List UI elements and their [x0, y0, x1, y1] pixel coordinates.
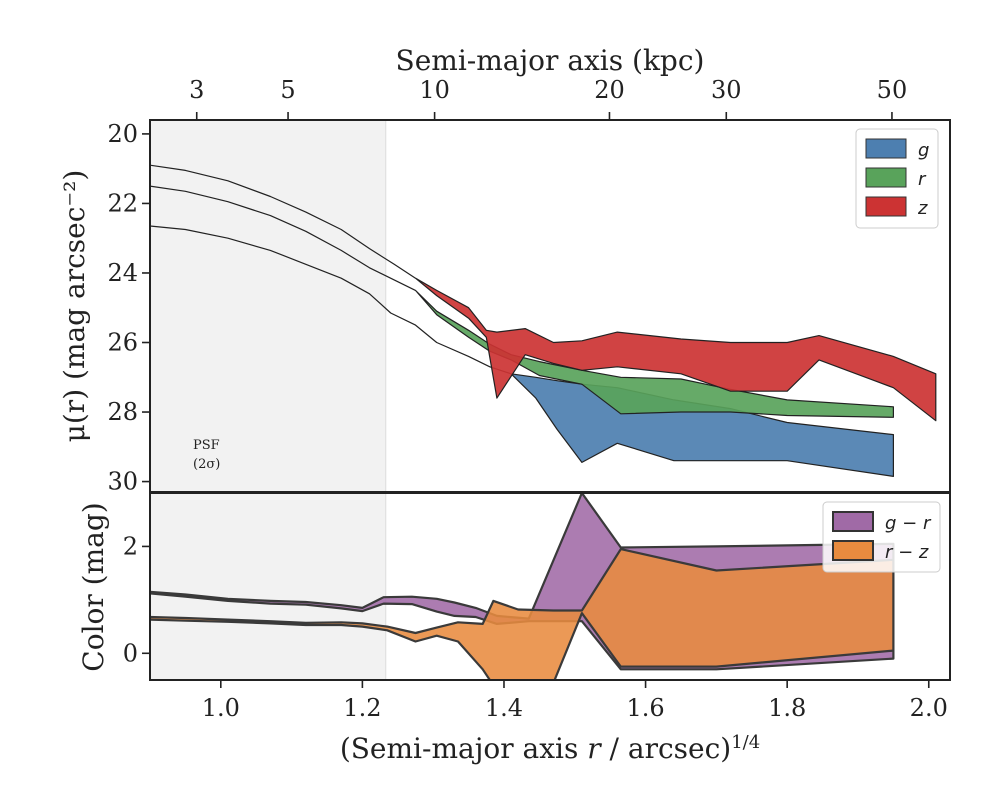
bottom-ytick-label-1: 2	[123, 532, 138, 560]
bottom-legend: g − r r − z	[822, 501, 941, 573]
bottom-xtick-label-4: 1.8	[768, 694, 806, 722]
psf-label-line2: (2σ)	[193, 457, 220, 472]
top-legend: grz	[855, 128, 939, 229]
kpc-tick-label-4: 30	[711, 76, 742, 104]
kpc-tick-label-3: 20	[594, 76, 625, 104]
psf-shaded-region	[149, 119, 387, 493]
top-ytick-label-2: 24	[107, 259, 138, 287]
bot-legend-label-0: g − r	[885, 513, 932, 534]
kpc-tick-label-0: 3	[189, 76, 204, 104]
kpc-tick-label-1: 5	[280, 76, 295, 104]
top-series-areas	[150, 164, 937, 477]
top-legend-label-0: g	[918, 140, 929, 161]
top-ytick-label-4: 28	[107, 398, 138, 426]
bottom-x-axis: 1.0 1.2 1.4 1.6 1.8 2.0	[202, 680, 948, 722]
top-legend-swatch-1	[865, 167, 907, 188]
bottom-xtick-label-1: 1.2	[343, 694, 381, 722]
bottom-ytick-label-0: 0	[123, 639, 138, 667]
bottom-series-areas	[150, 493, 895, 680]
bot-legend-swatch-0	[832, 511, 874, 532]
top-ytick-label-1: 22	[107, 189, 138, 217]
top-ytick-label-3: 26	[107, 329, 138, 357]
kpc-tick-label-2: 10	[419, 76, 450, 104]
bottom-panel-color: 02 1.0 1.2 1.4 1.6 1.8 2.0 g − rr − z Color (…	[77, 492, 951, 766]
top-legend-label-2: z	[917, 198, 928, 219]
band-g-0	[150, 225, 894, 477]
bottom-x-axis-title: (Semi-major axis r / arcsec)1/4	[340, 732, 760, 766]
top-ytick-label-0: 20	[107, 120, 138, 148]
bottom-panel-frame	[149, 492, 951, 681]
bottom-y-axis-title: Color (mag)	[77, 502, 110, 671]
bottom-xtick-label-5: 2.0	[910, 694, 948, 722]
top-x-axis-kpc: 3 5 10 20 30 50	[189, 76, 907, 120]
top-legend-label-1: r	[918, 169, 927, 190]
bottom-xtick-label-3: 1.6	[626, 694, 664, 722]
bottom-xtick-label-2: 1.4	[485, 694, 523, 722]
psf-label-line1: PSF	[193, 438, 220, 453]
psf-label: PSF (2σ)	[193, 438, 220, 472]
top-panel-surface-brightness: PSF (2σ) 20 22 24 26 28 30 3 5 10 20 30 50 grz μ(r…	[58, 44, 951, 496]
psf-shaded-region-bottom	[149, 492, 387, 681]
kpc-tick-label-5: 50	[877, 76, 908, 104]
top-y-axis-title: μ(r) (mag arcsec⁻²)	[58, 170, 91, 443]
top-y-axis: 20 22 24 26 28 30	[107, 120, 150, 496]
top-x-axis-title: Semi-major axis (kpc)	[396, 44, 705, 77]
bot-legend-swatch-1	[832, 540, 874, 561]
top-legend-swatch-2	[865, 196, 907, 217]
bottom-xtick-label-0: 1.0	[202, 694, 240, 722]
band-rz-1	[150, 548, 895, 680]
band-z-2	[150, 164, 937, 422]
top-legend-swatch-0	[865, 138, 907, 159]
band-r-1	[150, 185, 894, 418]
bottom-y-axis: 02	[123, 532, 150, 667]
top-ytick-label-5: 30	[107, 468, 138, 496]
bot-legend-label-1: r − z	[885, 542, 929, 563]
